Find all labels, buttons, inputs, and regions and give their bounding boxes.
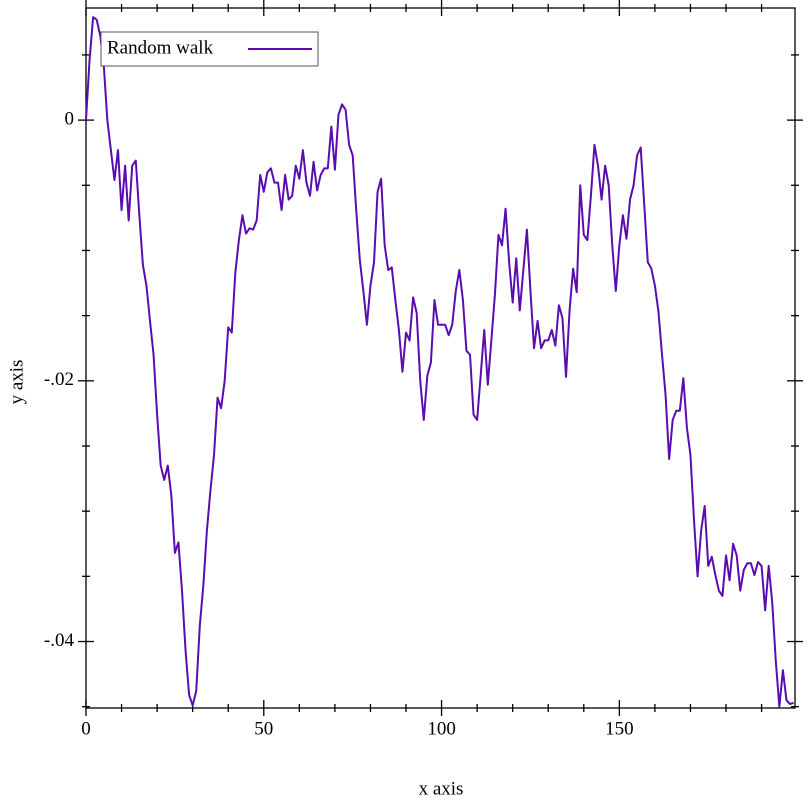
x-tick-label: 150 (605, 718, 634, 739)
legend-label: Random walk (107, 37, 214, 58)
x-axis-label: x axis (419, 778, 464, 799)
y-tick-label: -.02 (44, 369, 74, 390)
x-tick-label: 50 (254, 718, 273, 739)
y-tick-label: -.04 (44, 630, 75, 651)
data-line (85, 16, 794, 708)
y-tick-label: 0 (65, 108, 75, 129)
plot-frame (85, 7, 796, 709)
x-tick-label: 100 (427, 718, 456, 739)
x-tick-label: 0 (81, 718, 91, 739)
y-axis-label: y axis (6, 360, 27, 405)
